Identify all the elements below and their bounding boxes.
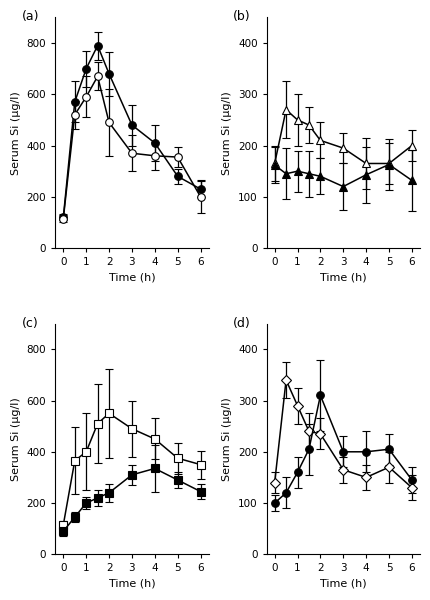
X-axis label: Time (h): Time (h) [319, 579, 366, 589]
Text: (a): (a) [22, 10, 39, 23]
Y-axis label: Serum Si (µg/l): Serum Si (µg/l) [11, 91, 21, 175]
Y-axis label: Serum Si (µg/l): Serum Si (µg/l) [222, 397, 232, 481]
Text: (c): (c) [22, 317, 38, 330]
Text: (b): (b) [232, 10, 250, 23]
Y-axis label: Serum Si (µg/l): Serum Si (µg/l) [11, 397, 21, 481]
X-axis label: Time (h): Time (h) [319, 272, 366, 283]
X-axis label: Time (h): Time (h) [108, 272, 155, 283]
Text: (d): (d) [232, 317, 250, 330]
X-axis label: Time (h): Time (h) [108, 579, 155, 589]
Y-axis label: Serum Si (µg/l): Serum Si (µg/l) [222, 91, 232, 175]
